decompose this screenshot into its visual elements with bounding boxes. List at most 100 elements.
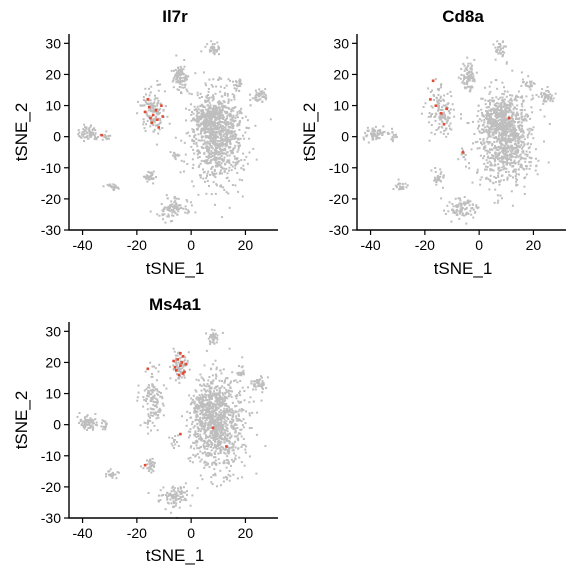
background-point (452, 211, 455, 214)
background-point (244, 422, 247, 425)
background-point (511, 124, 514, 127)
background-point (80, 136, 83, 139)
background-point (468, 167, 471, 170)
background-point (191, 158, 194, 161)
background-point (222, 398, 225, 401)
background-point (151, 177, 153, 180)
background-point (246, 119, 249, 122)
background-point (246, 162, 249, 165)
background-point (207, 150, 210, 153)
background-point (216, 140, 219, 143)
background-point (179, 69, 182, 71)
background-point (149, 99, 152, 102)
background-point (467, 199, 470, 202)
background-point (232, 127, 235, 130)
background-point (209, 106, 212, 109)
background-point (364, 132, 367, 134)
background-point (491, 128, 493, 131)
background-point (235, 88, 238, 90)
background-point (175, 502, 178, 505)
background-point (258, 88, 261, 91)
background-point (514, 147, 517, 149)
background-point (208, 132, 211, 135)
background-point (521, 150, 524, 153)
background-point (216, 164, 219, 167)
background-point (224, 399, 227, 402)
background-point (176, 88, 179, 91)
background-point (185, 132, 188, 135)
background-point (440, 171, 443, 174)
background-point (495, 113, 497, 116)
background-point (515, 184, 518, 187)
background-point (206, 140, 209, 143)
background-point (208, 387, 211, 390)
background-point (175, 207, 178, 210)
background-point (478, 147, 481, 150)
background-point (506, 153, 509, 156)
background-point (217, 417, 220, 420)
background-point (507, 128, 510, 130)
background-point (466, 69, 469, 72)
background-point (249, 99, 252, 101)
background-point (166, 115, 169, 118)
background-point (230, 408, 233, 411)
background-point (230, 169, 233, 172)
background-point (115, 477, 118, 480)
background-point (228, 479, 231, 482)
background-point (156, 104, 159, 107)
background-point (157, 370, 160, 373)
background-point (156, 402, 159, 405)
background-point (497, 126, 500, 129)
background-point (442, 176, 445, 179)
background-point (192, 401, 195, 404)
background-point (77, 129, 80, 132)
background-point (83, 123, 86, 126)
background-point (157, 113, 160, 116)
background-point (502, 106, 505, 108)
background-point (228, 440, 231, 443)
background-point (226, 416, 228, 419)
background-point (201, 452, 204, 455)
background-point (439, 97, 442, 100)
background-point (215, 50, 218, 53)
background-point (241, 443, 244, 446)
background-point (509, 125, 511, 128)
background-point (240, 420, 243, 423)
background-point (187, 430, 190, 433)
background-point (214, 113, 217, 116)
background-point (210, 118, 213, 121)
background-point (467, 79, 470, 82)
background-point (249, 396, 252, 399)
background-point (512, 121, 515, 124)
background-point (204, 135, 207, 137)
background-point (146, 386, 149, 389)
background-point (145, 388, 148, 391)
background-point (193, 447, 196, 450)
background-point (466, 85, 469, 88)
background-point (152, 464, 155, 467)
background-point (518, 127, 521, 130)
background-point (506, 123, 509, 126)
background-point (401, 188, 404, 190)
background-point (223, 407, 226, 410)
background-point (495, 115, 498, 118)
background-point (218, 390, 221, 393)
background-point (211, 111, 214, 114)
background-point (420, 112, 423, 115)
background-point (213, 336, 216, 339)
background-point (239, 82, 242, 85)
background-point (443, 99, 445, 102)
background-point (528, 146, 531, 149)
background-point (498, 183, 501, 186)
background-point (78, 131, 81, 134)
background-point (139, 465, 142, 468)
background-point (179, 486, 182, 489)
background-point (116, 186, 118, 189)
background-point (204, 451, 206, 454)
background-point (198, 97, 201, 99)
background-point (545, 100, 548, 103)
background-point (148, 87, 150, 90)
highlight-point (445, 107, 448, 111)
background-point (215, 395, 218, 398)
background-point (240, 428, 243, 431)
